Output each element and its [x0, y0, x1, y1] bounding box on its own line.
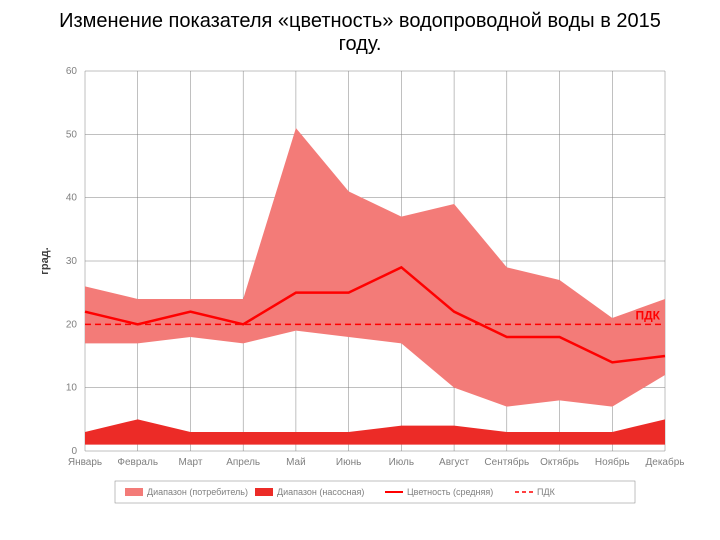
pump-range-area — [85, 419, 665, 444]
svg-text:Цветность (средняя): Цветность (средняя) — [407, 487, 493, 497]
svg-text:60: 60 — [66, 66, 78, 77]
svg-text:ПДК: ПДК — [537, 487, 556, 497]
svg-text:Февраль: Февраль — [117, 457, 158, 468]
svg-text:Диапазон (потребитель): Диапазон (потребитель) — [147, 487, 248, 497]
svg-text:Июнь: Июнь — [336, 457, 361, 468]
svg-text:Октябрь: Октябрь — [540, 456, 579, 468]
svg-text:Март: Март — [178, 457, 202, 468]
svg-text:Декабрь: Декабрь — [646, 456, 685, 468]
svg-text:40: 40 — [66, 193, 78, 204]
chart-area: 0 10 20 30 40 50 60 град. ПДК Январь Февраль Март Ап… — [30, 61, 690, 521]
svg-text:30: 30 — [66, 256, 78, 267]
svg-text:Диапазон (насосная): Диапазон (насосная) — [277, 487, 364, 497]
svg-text:20: 20 — [66, 319, 78, 330]
svg-text:Сентябрь: Сентябрь — [484, 456, 529, 468]
svg-text:10: 10 — [66, 383, 78, 394]
chart-svg: 0 10 20 30 40 50 60 град. ПДК Январь Февраль Март Ап… — [30, 61, 690, 521]
svg-text:Январь: Январь — [68, 457, 102, 468]
svg-text:Май: Май — [286, 457, 306, 468]
svg-text:Август: Август — [439, 457, 470, 468]
svg-text:град.: град. — [39, 247, 51, 274]
svg-text:Июль: Июль — [389, 457, 415, 468]
svg-text:Апрель: Апрель — [226, 457, 260, 468]
consumer-range-area — [85, 128, 665, 407]
svg-text:50: 50 — [66, 129, 78, 140]
svg-text:0: 0 — [71, 446, 77, 457]
chart-title: Изменение показателя «цветность» водопро… — [0, 0, 720, 61]
svg-text:Ноябрь: Ноябрь — [595, 456, 630, 468]
pdk-label: ПДК — [636, 308, 661, 322]
